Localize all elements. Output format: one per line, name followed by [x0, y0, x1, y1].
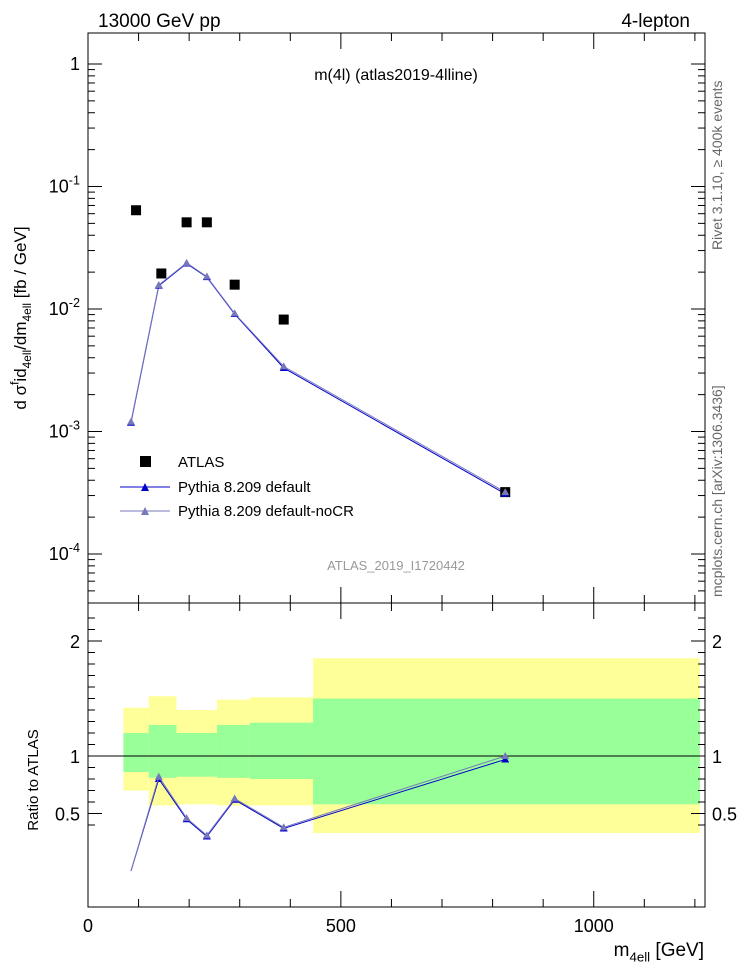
data-point	[229, 279, 240, 290]
rivet-version-label: Rivet 3.1.10, ≥ 400k events	[709, 80, 725, 250]
inner-band	[313, 698, 700, 805]
legend-label: ATLAS	[178, 454, 224, 471]
legend-label: Pythia 8.209 default-noCR	[178, 503, 354, 520]
mc-point	[501, 488, 510, 496]
ratio-point	[230, 794, 239, 802]
mc-point	[154, 281, 163, 289]
ratio-axis-ticks: 0.5 0.5 1 1 2 2 0 500 1000	[55, 603, 737, 936]
inner-band	[216, 724, 250, 778]
data-point	[156, 268, 167, 279]
legend: ATLAS Pythia 8.209 default Pythia 8.209 de…	[120, 454, 354, 520]
y-tick-label: 1	[70, 54, 80, 74]
ratio-series	[130, 752, 510, 872]
ratio-tick-label: 1	[712, 747, 722, 767]
x-tick-label: 1000	[574, 916, 614, 936]
y-tick-label: 10-2​	[49, 296, 80, 319]
legend-marker	[141, 483, 149, 491]
data-point	[181, 217, 192, 228]
ratio-tick-label: 1	[70, 747, 80, 767]
mc-point	[202, 272, 211, 280]
analysis-watermark: ATLAS_2019_I1720442	[327, 558, 465, 573]
ratio-frame	[87, 602, 706, 908]
x-tick-label: 0	[83, 916, 93, 936]
ratio-tick-label: 0.5	[712, 805, 737, 825]
mcplots-label: mcplots.cern.ch [arXiv:1306.3436]	[709, 385, 725, 597]
main-y-axis-label: d σf​id4ell​/dm4ell​ [fb / GeV]	[7, 226, 34, 409]
ratio-point	[501, 752, 510, 759]
mc-point	[230, 309, 239, 317]
ratio-point	[202, 831, 211, 839]
ratio-y-axis-label: Ratio to ATLAS	[25, 729, 42, 830]
ratio-point	[154, 772, 163, 780]
ratio-tick-label: 2	[70, 632, 80, 652]
legend-marker	[141, 507, 149, 515]
y-tick-label: 10-4​	[49, 541, 80, 564]
inner-band	[148, 724, 177, 778]
mc-point	[279, 362, 288, 370]
energy-label: 13000 GeV pp	[98, 11, 221, 32]
plot-title: m(4l) (atlas2019-4lline)	[314, 67, 478, 84]
legend-label: Pythia 8.209 default	[178, 479, 311, 496]
data-point	[278, 314, 289, 325]
ratio-point	[182, 814, 191, 822]
mc-point	[126, 417, 135, 425]
ratio-tick-label: 0.5	[55, 805, 80, 825]
inner-band	[123, 733, 149, 773]
data-point	[201, 217, 212, 228]
legend-marker	[140, 456, 151, 467]
y-tick-label: 10-3​	[49, 418, 80, 441]
inner-band	[249, 722, 314, 779]
main-panel: 1 10-1​ 10-2​ 10-3​ 10-4​ m(4l) (atlas2019-4…	[7, 32, 706, 604]
x-tick-label: 500	[326, 916, 356, 936]
y-tick-label: 10-1​	[49, 173, 80, 196]
data-point	[131, 205, 142, 216]
ratio-series-lines	[130, 752, 510, 872]
process-label: 4-lepton	[621, 11, 690, 32]
ratio-point	[279, 823, 288, 831]
uncertainty-bands	[123, 658, 700, 834]
mc-point	[182, 258, 191, 266]
x-axis-label: m4ell​ [GeV]	[614, 940, 704, 965]
main-axis-ticks: 1 10-1​ 10-2​ 10-3​ 10-4​	[49, 33, 705, 603]
ratio-panel: 0.5 0.5 1 1 2 2 0 500 1000 Ratio to ATLAS m4ell​…	[25, 602, 737, 965]
main-series	[126, 205, 511, 498]
inner-band	[176, 733, 217, 777]
ratio-tick-label: 2	[712, 632, 722, 652]
